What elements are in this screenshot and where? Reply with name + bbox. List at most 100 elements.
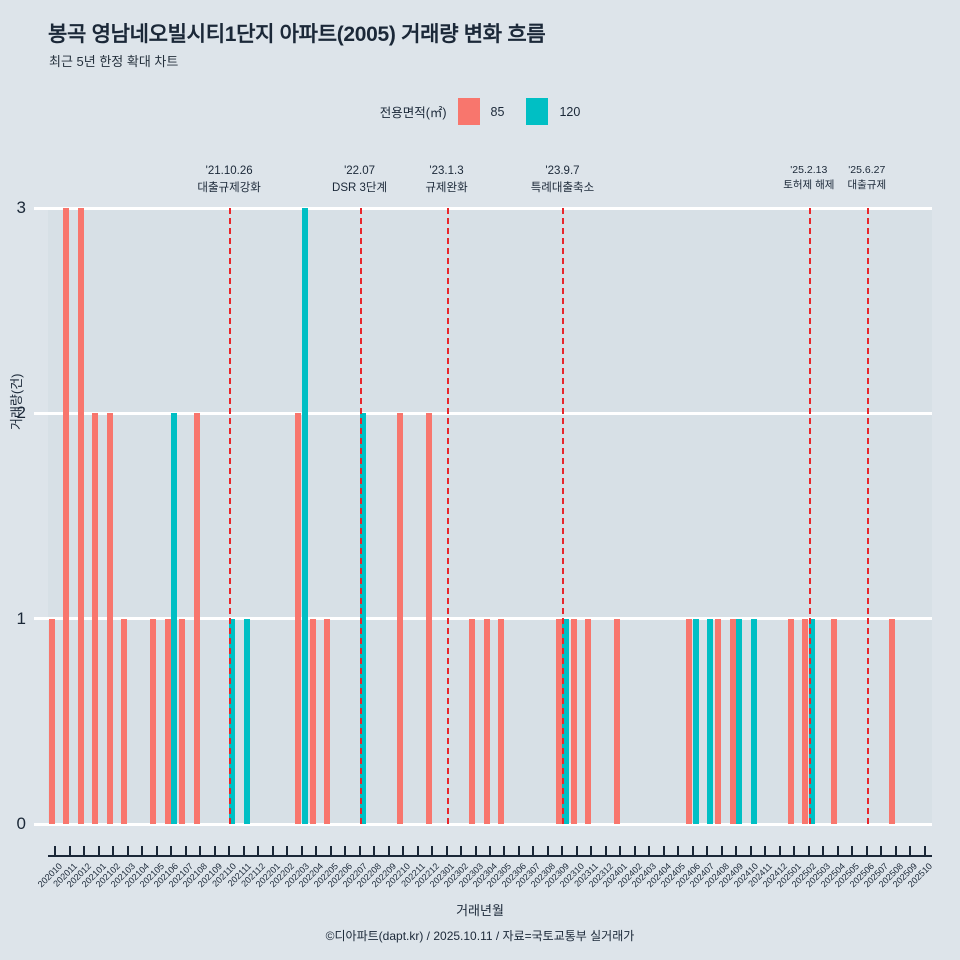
bar (889, 618, 896, 824)
x-tick-202506 (865, 846, 868, 856)
legend-label-120: 120 (559, 104, 581, 119)
x-tick-202404 (662, 846, 665, 856)
annotation-label-2: '23.1.3 규제완화 (425, 163, 467, 196)
page-title: 봉곡 영남네오빌시티1단지 아파트(2005) 거래량 변화 흐름 (48, 23, 546, 46)
annotation-line-0 (229, 208, 232, 824)
annotation-date: '23.9.7 (545, 165, 580, 177)
x-tick-202505 (851, 846, 854, 856)
x-tick-202209 (387, 846, 390, 856)
x-tick-202208 (373, 846, 376, 856)
gridline-3 (48, 206, 932, 210)
legend-swatch-85 (457, 98, 480, 125)
bar (729, 618, 736, 824)
x-tick-202502 (807, 846, 810, 856)
bar (301, 208, 308, 824)
y-tick-label-3: 3 (16, 198, 26, 217)
gridline-0 (48, 822, 932, 826)
x-axis-title: 거래년월 (456, 903, 504, 918)
x-tick-202305 (503, 846, 506, 856)
annotation-label-3: '23.9.7 특례대출축소 (531, 163, 594, 196)
x-tick-202212 (431, 846, 434, 856)
x-tick-202207 (358, 846, 361, 856)
x-tick-202205 (329, 846, 332, 856)
x-tick-202107 (184, 846, 187, 856)
x-tick-202102 (112, 846, 115, 856)
bar (686, 618, 693, 824)
bar (229, 618, 236, 824)
annotation-line-5 (866, 208, 869, 824)
x-tick-202403 (648, 846, 651, 856)
bar (164, 618, 171, 824)
legend-title: 전용면적(㎡) (379, 106, 447, 120)
bar (556, 618, 563, 824)
legend-label-85: 85 (490, 104, 505, 119)
x-tick-202507 (880, 846, 883, 856)
x-tick-202310 (575, 846, 578, 856)
x-tick-202010 (54, 846, 57, 856)
page-subtitle: 최근 5년 한정 확대 차트 (49, 54, 179, 69)
x-tick-202303 (474, 846, 477, 856)
bar (715, 618, 722, 824)
y-tick-mark-3 (34, 206, 48, 210)
bar (106, 413, 113, 824)
footer-credit: ©디아파트(dapt.kr) / 2025.10.11 / 자료=국토교통부 실… (325, 929, 635, 943)
annotation-date: '22.07 (344, 165, 376, 177)
annotation-text: 대출규제강화 (197, 181, 261, 194)
x-tick-202012 (83, 846, 86, 856)
x-tick-202407 (706, 846, 709, 856)
x-tick-202011 (68, 846, 71, 856)
bar (243, 618, 250, 824)
bar (469, 618, 476, 824)
x-tick-202312 (604, 846, 607, 856)
annotation-text: DSR 3단계 (332, 181, 388, 194)
bar (498, 618, 505, 824)
bar (750, 618, 757, 824)
annotation-label-0: '21.10.26 대출규제강화 (197, 163, 260, 196)
bar (707, 618, 714, 824)
bar (63, 208, 70, 824)
x-tick-202106 (170, 846, 173, 856)
x-tick-202411 (764, 846, 767, 856)
annotation-text: 토허제 해제 (783, 179, 835, 192)
x-tick-202304 (489, 846, 491, 856)
x-tick-202302 (460, 846, 463, 856)
annotation-date: '23.1.3 (429, 165, 464, 177)
bar (309, 618, 316, 824)
bar (121, 618, 128, 824)
y-tick-mark-2 (34, 411, 48, 415)
x-tick-202503 (822, 846, 825, 856)
bar (77, 208, 84, 824)
x-tick-202412 (778, 846, 781, 856)
x-tick-202410 (749, 846, 752, 856)
annotation-label-4: '25.2.13 토허제 해제 (783, 163, 834, 193)
bar (802, 618, 809, 824)
x-tick-202108 (199, 846, 202, 856)
x-tick-202508 (894, 846, 897, 856)
x-tick-202210 (402, 846, 405, 856)
bar (171, 413, 178, 824)
x-tick-202202 (286, 846, 289, 856)
bar (92, 413, 99, 824)
y-tick-label-0: 0 (16, 814, 26, 833)
x-tick-202101 (97, 846, 100, 856)
annotation-line-4 (808, 208, 811, 824)
annotation-label-1: '22.07 DSR 3단계 (332, 163, 387, 196)
x-tick-202401 (619, 846, 622, 856)
bar (295, 413, 302, 824)
x-tick-202211 (416, 846, 419, 856)
x-tick-202402 (633, 846, 636, 856)
annotation-text: 대출규제 (847, 179, 887, 192)
x-tick-202406 (691, 846, 694, 856)
x-tick-202409 (735, 846, 738, 856)
bar (692, 618, 699, 824)
annotation-line-1 (359, 208, 362, 824)
y-tick-label-2: 2 (16, 403, 26, 423)
x-tick-202408 (720, 846, 723, 856)
bar (736, 618, 743, 824)
x-tick-202104 (141, 846, 144, 856)
bar (787, 618, 794, 824)
x-tick-202301 (445, 846, 448, 856)
annotation-date: '25.2.13 (790, 164, 828, 176)
annotation-line-3 (562, 208, 565, 824)
